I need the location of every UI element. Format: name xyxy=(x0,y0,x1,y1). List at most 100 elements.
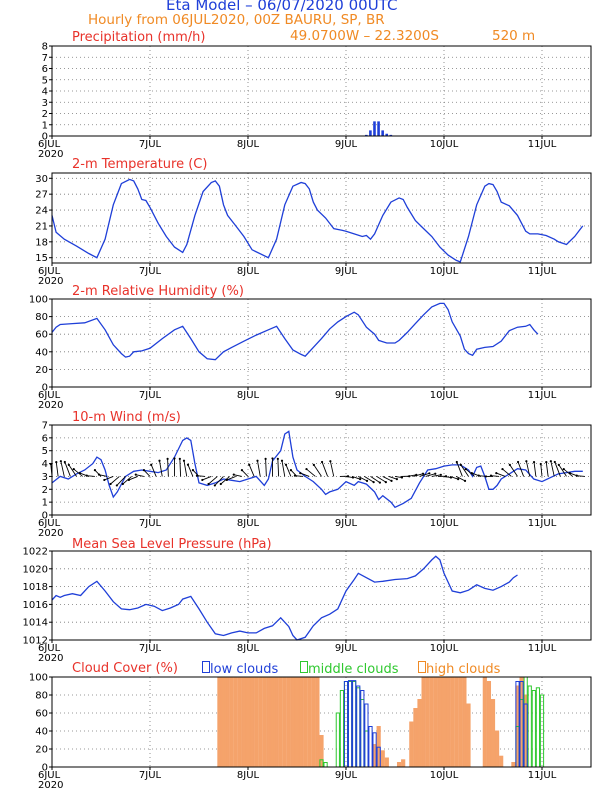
wind-arrow xyxy=(545,462,549,477)
x-tick-label: 6JUL xyxy=(38,770,61,781)
wind-arrow xyxy=(94,469,102,477)
wind-arrow xyxy=(376,476,387,483)
wind-arrow-head xyxy=(240,469,244,472)
wind-arrow-head xyxy=(305,467,308,471)
wind-arrow xyxy=(150,464,157,477)
wind-arrow-head xyxy=(428,472,431,475)
panel-frame xyxy=(51,45,592,137)
x-tick-label: 8JUL xyxy=(237,390,260,401)
wind-arrow xyxy=(187,464,194,477)
high-cloud-bar xyxy=(458,676,463,768)
panel-temp xyxy=(49,172,592,266)
wind-arrow xyxy=(456,476,466,482)
wind-arrow xyxy=(220,476,230,485)
wind-arrow xyxy=(443,475,452,478)
y-tick-label: 24 xyxy=(35,206,48,217)
location-coordinates: 49.0700W – 22.3200S xyxy=(290,28,439,44)
cloud-legend-high: high clouds xyxy=(418,661,500,677)
x-tick-label: 9JUL xyxy=(335,390,358,401)
y-tick-label: 2 xyxy=(42,485,48,496)
wind-arrow-head xyxy=(464,467,467,471)
high-cloud-bar xyxy=(254,676,259,768)
wind-arrow-head xyxy=(121,482,124,486)
wind-arrow xyxy=(167,458,169,477)
high-cloud-bar xyxy=(433,676,438,768)
wind-arrow-head xyxy=(508,463,511,466)
y-tick-label: 1012 xyxy=(23,636,48,647)
wind-arrow-head xyxy=(539,462,542,466)
wind-arrow-head xyxy=(213,484,216,487)
high-cloud-bar xyxy=(237,676,242,768)
wind-arrow-head xyxy=(400,476,404,479)
wind-arrow-head xyxy=(562,467,565,471)
y-tick-label: 6 xyxy=(42,64,48,75)
wind-arrow-head xyxy=(173,457,176,460)
high-cloud-bar xyxy=(282,676,287,768)
y-tick-label: 0 xyxy=(42,132,48,143)
wind-arrow-head xyxy=(142,469,146,472)
wind-arrow-head xyxy=(532,461,536,464)
wind-arrow-head xyxy=(372,481,375,484)
forecast-subtitle: Hourly from 06JUL2020, 00Z BAURU, SP, BR xyxy=(88,12,385,28)
wind-arrow xyxy=(431,474,441,477)
y-tick-label: 18 xyxy=(35,237,48,248)
x-year-label: 2020 xyxy=(38,653,63,664)
high-cloud-bar xyxy=(409,721,414,768)
wind-arrow-head xyxy=(67,463,70,466)
panel-cloud xyxy=(49,676,592,770)
x-tick-label: 8JUL xyxy=(237,643,260,654)
wind-arrow-head xyxy=(470,471,473,475)
wind-arrow xyxy=(407,474,417,477)
wind-arrow-head xyxy=(312,463,315,466)
wind-arrow-head xyxy=(293,474,297,477)
low-cloud-bar xyxy=(364,703,369,768)
wind-arrow-head xyxy=(264,457,267,460)
middle-cloud-bar xyxy=(527,685,532,768)
wind-arrow xyxy=(394,475,403,478)
mslp-series-line xyxy=(51,555,518,641)
wind-arrow xyxy=(413,473,424,477)
wind-arrow xyxy=(525,461,531,477)
y-tick-label: 1 xyxy=(42,498,48,509)
high-cloud-bar xyxy=(454,676,459,768)
high-cloud-bar xyxy=(384,757,389,768)
panel-frame xyxy=(51,172,592,264)
wind-arrow xyxy=(183,460,188,477)
wind-arrow-head xyxy=(150,463,153,466)
wind-arrow-head xyxy=(434,472,437,475)
wind-arrow xyxy=(382,476,392,482)
wind-arrow-head xyxy=(329,460,332,463)
wind-arrow-head xyxy=(457,478,460,481)
x-tick-label: 11JUL xyxy=(528,518,557,529)
x-tick-label: 8JUL xyxy=(237,266,260,277)
high-cloud-bar xyxy=(315,676,320,768)
wind-arrow-head xyxy=(489,474,493,477)
wind-arrow-head xyxy=(276,457,279,460)
wind-arrow-head xyxy=(359,478,362,481)
x-tick-label: 9JUL xyxy=(335,770,358,781)
low-cloud-bar xyxy=(343,681,349,768)
wind-arrow-head xyxy=(78,471,81,475)
wind-arrow-head xyxy=(191,469,195,472)
x-tick-label: 10JUL xyxy=(430,770,459,781)
y-tick-label: 1018 xyxy=(23,582,48,593)
wind-arrow-head xyxy=(378,481,381,484)
wind-arrow xyxy=(370,476,381,483)
high-cloud-bar xyxy=(307,676,312,768)
y-tick-label: 20 xyxy=(35,745,48,756)
wind-arrow xyxy=(159,460,163,477)
high-cloud-bar xyxy=(249,676,255,768)
x-tick-label: 9JUL xyxy=(335,643,358,654)
wind-arrow-head xyxy=(186,463,190,466)
high-cloud-bar xyxy=(486,681,492,768)
x-tick-label: 10JUL xyxy=(430,390,459,401)
high-cloud-swatch xyxy=(418,661,426,673)
wind-arrow xyxy=(496,472,506,477)
wind-arrow xyxy=(490,475,500,477)
y-tick-label: 80 xyxy=(35,691,48,702)
y-tick-label: 8 xyxy=(42,42,48,53)
y-tick-label: 15 xyxy=(35,253,48,264)
wind-arrow-head xyxy=(59,460,62,463)
high-cloud-bar xyxy=(225,676,230,768)
